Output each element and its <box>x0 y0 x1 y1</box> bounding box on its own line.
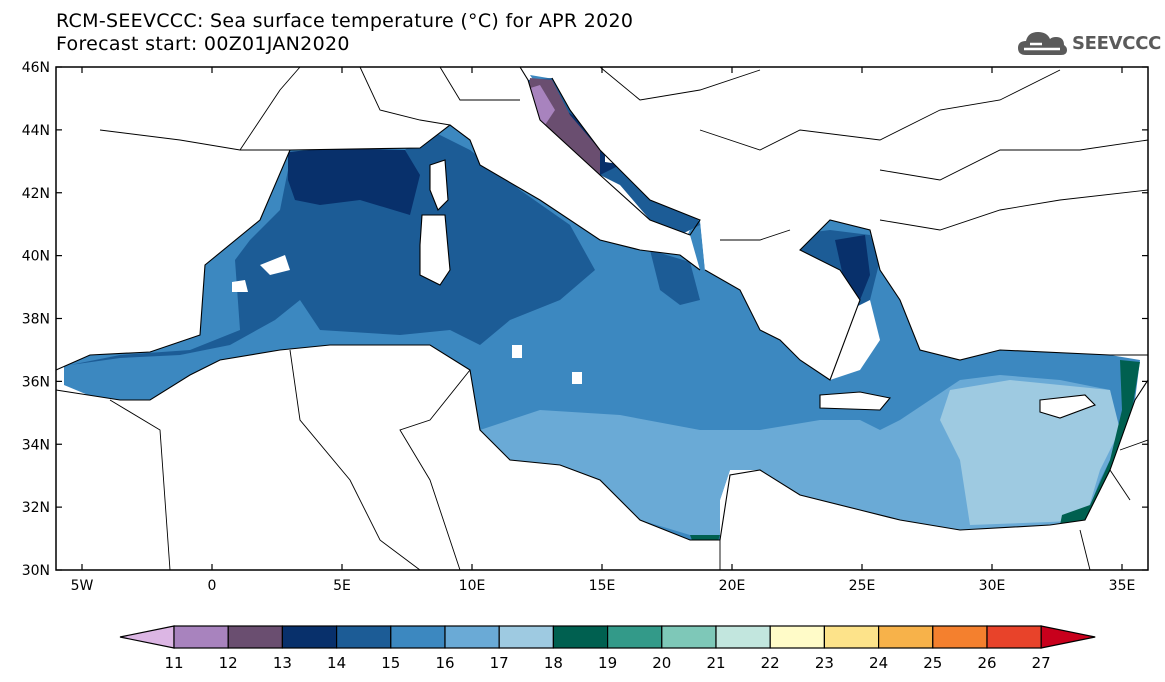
seevccc-logo: SEEVCCC <box>1016 26 1161 60</box>
lon-tick-label: 5E <box>333 578 351 594</box>
coastlines <box>55 66 1149 541</box>
lon-tick-label: 0 <box>208 578 217 594</box>
lon-tick-label: 20E <box>719 578 746 594</box>
logo-text: SEEVCCC <box>1072 32 1162 54</box>
lat-tick-label: 44N <box>22 123 50 139</box>
longitude-axis: 5W 0 5E 10E 15E 20E 25E 30E 35E <box>71 67 1136 594</box>
lat-tick-label: 46N <box>22 60 50 76</box>
lat-tick-label: 42N <box>22 186 50 202</box>
lon-tick-label: 25E <box>849 578 876 594</box>
forecast-start: Forecast start: 00Z01JAN2020 <box>56 33 350 55</box>
lon-tick-label: 30E <box>979 578 1006 594</box>
lat-tick-label: 32N <box>22 500 50 516</box>
lon-tick-label: 10E <box>459 578 486 594</box>
lon-tick-label: 15E <box>589 578 616 594</box>
lon-tick-label: 35E <box>1109 578 1136 594</box>
latitude-axis: 30N 32N 34N 36N 38N 40N 42N 44N 46N <box>22 60 1148 579</box>
lon-tick-label: 5W <box>71 578 94 594</box>
map-title: RCM-SEEVCCC: Sea surface temperature (°C… <box>56 10 634 32</box>
lat-tick-label: 34N <box>22 437 50 453</box>
lat-tick-label: 30N <box>22 563 50 579</box>
cloud-icon <box>1018 32 1067 55</box>
lat-tick-label: 40N <box>22 249 50 265</box>
lat-tick-label: 36N <box>22 374 50 390</box>
country-borders <box>99 66 1149 571</box>
lat-tick-label: 38N <box>22 312 50 328</box>
